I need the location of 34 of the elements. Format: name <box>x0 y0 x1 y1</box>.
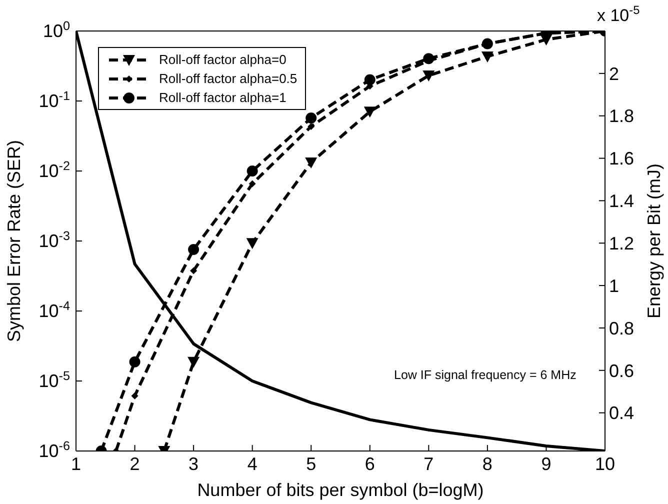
x-tick-label: 10 <box>594 454 616 474</box>
y2-axis-title: Energy per Bit (mJ) <box>644 163 664 319</box>
y2-tick-label: 1.8 <box>609 106 634 126</box>
y2-tick-label: 1.6 <box>609 148 634 169</box>
y2-tick-label: 0.6 <box>609 360 634 381</box>
y-axis-title: Symbol Error Rate (SER) <box>4 140 24 342</box>
y-tick-label: 10$^{-1}$ <box>38 89 70 111</box>
y2-tick-label: 1 <box>609 276 620 296</box>
legend-label: Roll-off factor alpha=0 <box>159 52 286 67</box>
y-tick-label: 10$^{0}$ <box>42 19 70 41</box>
legend-label: Roll-off factor alpha=0.5 <box>159 71 298 86</box>
x-tick-label: 8 <box>482 454 492 474</box>
x-tick-label: 4 <box>247 454 258 474</box>
legend-label: Roll-off factor alpha=1 <box>159 90 286 105</box>
y-tick-label: 10$^{-6}$ <box>38 439 70 461</box>
x-tick-label: 9 <box>541 454 552 474</box>
x-tick-label: 7 <box>424 454 434 474</box>
y2-tick-label: 0.4 <box>609 403 634 424</box>
x-tick-label: 3 <box>188 454 199 474</box>
annotation: Low IF signal frequency = 6 MHz <box>394 368 576 382</box>
y-tick-label: 10$^{-3}$ <box>38 229 70 251</box>
x-axis-title: Number of bits per symbol (b=logM) <box>197 480 484 500</box>
text: x 10$^{-5}$ <box>597 3 640 25</box>
y2-tick-label: 1.4 <box>609 191 634 212</box>
x-tick-label: 5 <box>306 454 316 474</box>
x-tick-label: 2 <box>130 454 140 474</box>
x-tick-label: 1 <box>70 454 82 474</box>
y-tick-label: 10$^{-2}$ <box>38 159 70 181</box>
y2-tick-label: 1.2 <box>609 234 634 254</box>
y2-tick-label: 0.8 <box>609 318 634 338</box>
x-tick-label: 6 <box>364 454 375 474</box>
y-tick-label: 10$^{-4}$ <box>38 299 70 321</box>
y2-tick-label: 2 <box>609 64 620 84</box>
y-tick-label: 10$^{-5}$ <box>38 369 70 391</box>
